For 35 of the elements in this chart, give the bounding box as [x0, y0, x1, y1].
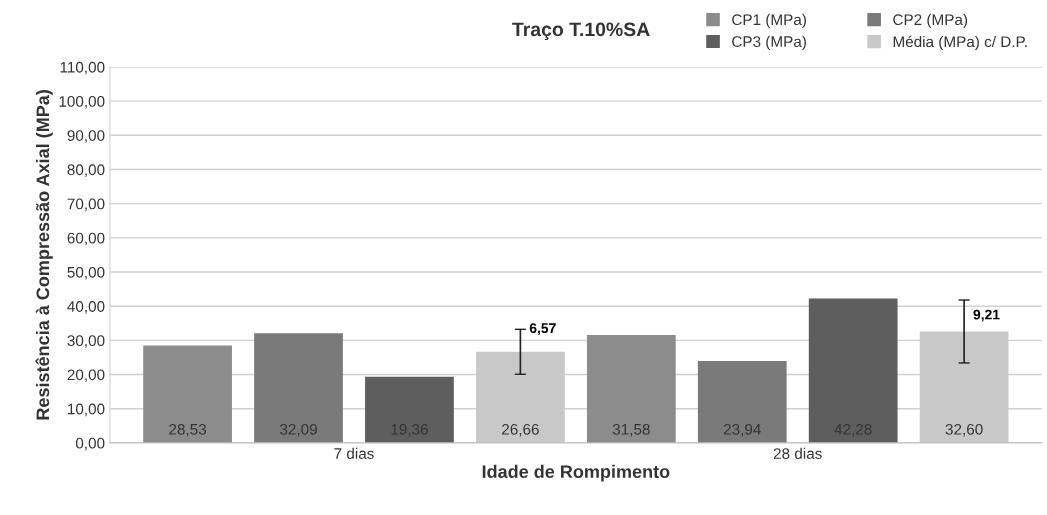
y-tick-label: 80,00	[67, 164, 105, 177]
y-tick-label: 20,00	[67, 369, 105, 383]
data-label: 23,94	[723, 423, 761, 437]
legend-label: CP2 (MPa)	[893, 13, 968, 29]
data-label: 32,60	[945, 423, 983, 437]
x-tick-label: 7 dias	[334, 447, 374, 459]
y-tick-label: 60,00	[67, 232, 105, 246]
y-tick-label: 90,00	[67, 130, 105, 143]
y-tick-label: 100,00	[59, 95, 105, 109]
legend-label: CP3 (MPa)	[732, 35, 806, 51]
legend-label: Média (MPa) c/ D.P.	[893, 35, 1027, 51]
y-axis-title: Resistência à Compressão Axial (MPa)	[35, 90, 53, 420]
bar	[697, 361, 787, 443]
bar	[808, 298, 898, 443]
annotation: 6,57	[529, 323, 556, 336]
data-label: 26,66	[502, 423, 539, 437]
y-tick-label: 40,00	[67, 301, 105, 314]
bar	[254, 333, 343, 443]
bar	[586, 334, 676, 443]
x-axis-title: Idade de Rompimento	[482, 464, 670, 482]
data-label: 32,09	[279, 423, 317, 437]
annotation: 9,21	[973, 309, 1000, 322]
y-tick-label: 70,00	[67, 198, 105, 212]
y-tick-label: 50,00	[67, 266, 105, 280]
y-tick-label: 0,00	[75, 437, 105, 451]
legend-label: CP1 (MPa)	[732, 13, 806, 29]
y-tick-label: 30,00	[67, 335, 105, 348]
bar	[365, 376, 454, 443]
y-tick-label: 10,00	[68, 403, 105, 417]
y-tick-label: 110,00	[60, 61, 105, 75]
x-tick-label: 28 dias	[773, 447, 822, 459]
chart-title: Traço T.10%SA	[512, 22, 650, 41]
data-label: 31,58	[612, 423, 650, 437]
bar	[143, 345, 232, 443]
data-label: 28,53	[169, 423, 207, 437]
